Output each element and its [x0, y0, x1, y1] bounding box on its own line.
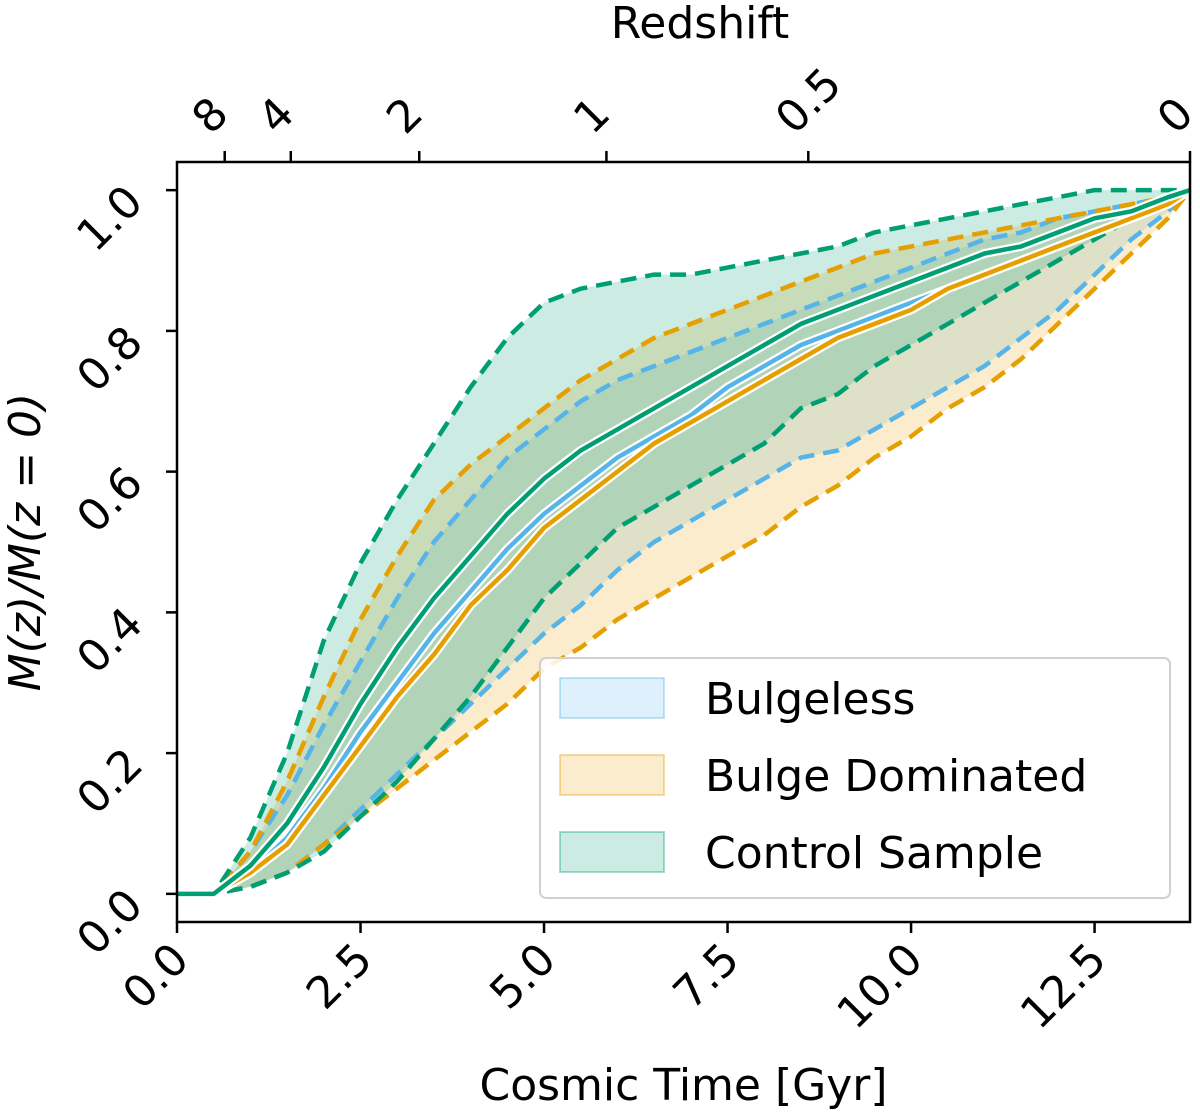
legend: Bulgeless Bulge Dominated Control Sample [539, 657, 1171, 899]
legend-label-bulgeless: Bulgeless [705, 674, 915, 725]
top-tick-label: 0 [1148, 88, 1200, 144]
bulgeless-lower-line [177, 188, 1192, 897]
top-axis-ticks: 8 4 2 1 0.5 0 [182, 58, 1200, 162]
x-tick-label: 5.0 [480, 934, 566, 1020]
x-tick-label: 2.5 [297, 934, 383, 1020]
bulge-dominated-median-line [177, 188, 1192, 897]
control-sample-band [177, 190, 1190, 894]
confidence-bands [177, 190, 1190, 894]
x-tick-label: 10.0 [827, 934, 932, 1039]
control-sample-median-line [177, 187, 1191, 897]
y-tick-label: 0.4 [67, 598, 153, 684]
bulge-dominated-upper-line [177, 187, 1191, 897]
bulgeless-band [177, 190, 1190, 894]
bulge-dominated-lower-line [177, 188, 1192, 897]
x-tick-label: 12.5 [1011, 934, 1116, 1039]
top-axis-label: Redshift [611, 0, 790, 49]
top-tick-label: 4 [248, 88, 304, 144]
y-tick-label: 0.6 [67, 457, 153, 543]
legend-swatch-bulge-dominated [559, 754, 665, 796]
legend-frame [539, 657, 1171, 899]
plot-frame [175, 160, 1192, 924]
series-lines [177, 185, 1193, 899]
y-tick-label: 1.0 [67, 176, 153, 262]
x-axis-label: Cosmic Time [Gyr] [479, 1060, 887, 1111]
y-axis-label: M(z)/M(z = 0) [0, 393, 51, 691]
y-tick-label: 0.0 [67, 880, 153, 966]
top-tick-label: 2 [377, 88, 433, 144]
legend-swatch-bulgeless [559, 677, 665, 719]
y-tick-label: 0.8 [67, 317, 153, 403]
top-tick-label: 0.5 [766, 58, 852, 144]
top-tick-label: 8 [182, 88, 238, 144]
x-tick-label: 0.0 [113, 934, 199, 1020]
y-axis-ticks: 0.0 0.2 0.4 0.6 0.8 1.0 [67, 176, 177, 965]
bulgeless-upper-line [177, 187, 1191, 897]
legend-label-bulge-dominated: Bulge Dominated [705, 751, 1087, 802]
y-tick-label: 0.2 [67, 739, 153, 825]
x-tick-label: 7.5 [664, 934, 750, 1020]
legend-swatch-control-sample [559, 831, 665, 873]
legend-label-control-sample: Control Sample [705, 828, 1043, 879]
x-axis-ticks: 0.0 2.5 5.0 7.5 10.0 12.5 [113, 922, 1116, 1039]
bulge-dominated-band [177, 190, 1190, 894]
top-tick-label: 1 [564, 88, 620, 144]
control-sample-lower-line [177, 188, 1192, 897]
